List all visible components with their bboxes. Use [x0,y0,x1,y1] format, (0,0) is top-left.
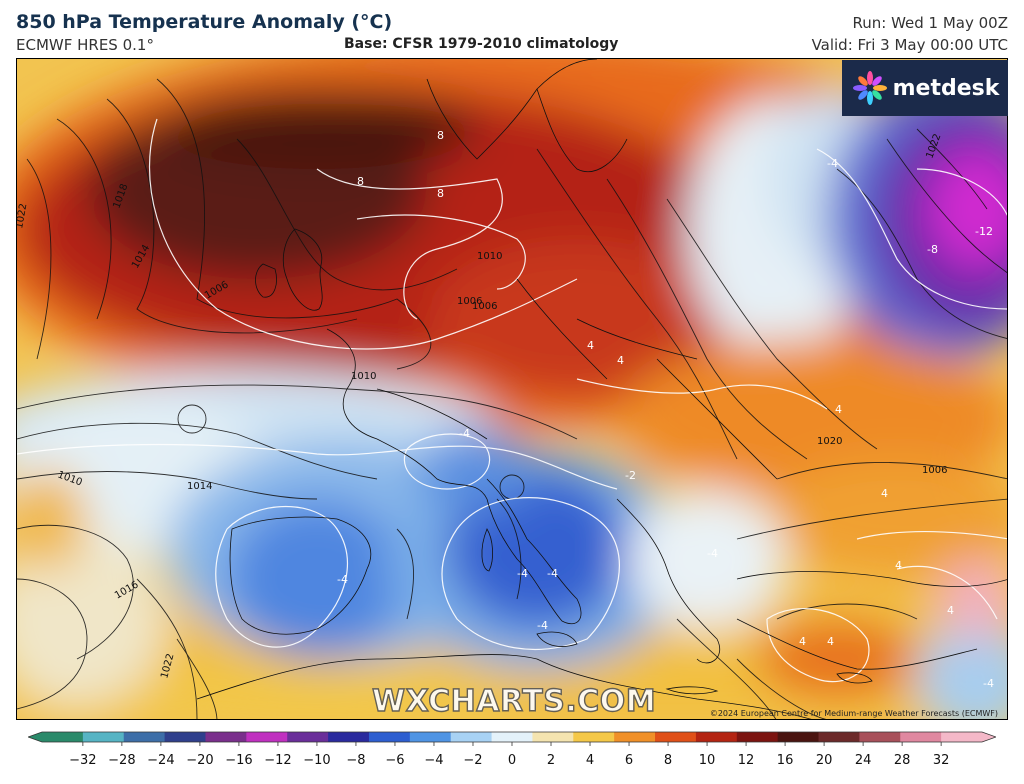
colorbar-tick-label: −20 [186,753,213,768]
colorbar-tick-label: −6 [385,753,404,768]
model-label: ECMWF HRES 0.1° [16,36,154,54]
colorbar-tick-label: 0 [508,753,516,768]
climatology-base-label: Base: CFSR 1979-2010 climatology [344,36,619,52]
colorbar-tick-label: −24 [147,753,174,768]
anomaly-map-svg: 1022 1018 1014 1006 1010 1010 1010 1014 … [17,59,1007,719]
colorbar-tick-label: 6 [625,753,633,768]
anomaly-label: 8 [437,129,444,142]
colorbar-bin [532,732,574,742]
colorbar-bin [82,732,125,742]
colorbar-bin [655,732,697,742]
colorbar-tick-label: 4 [586,753,594,768]
anomaly-label: 8 [437,187,444,200]
colorbar-bins [28,731,996,746]
anomaly-label-group: 8 8 8 -4 -4 -4 -4 -4 -4 -8 -12 4 4 4 4 4… [337,129,994,690]
anomaly-label: -4 [537,619,548,632]
anomaly-label: 4 [827,635,834,648]
colorbar-tick-label: 10 [699,753,716,768]
colorbar-tick-label: 32 [933,753,950,768]
colorbar-tick-label: 28 [894,753,911,768]
colorbar-bin [736,732,779,742]
chart-title: 850 hPa Temperature Anomaly (°C) [16,11,393,33]
wxcharts-watermark: WXCHARTS.COM [371,683,657,719]
colorbar-bin [900,732,942,742]
isobar-label: 1006 [922,465,947,476]
anomaly-label: -4 [337,573,348,586]
anomaly-color-field [17,59,1007,719]
colorbar-tick-label: −12 [264,753,291,768]
colorbar-bin [859,732,901,742]
colorbar-tick-label: −16 [225,753,252,768]
colorbar-tick-label: −8 [346,753,365,768]
anomaly-label: 4 [799,635,806,648]
colorbar-tick-label: 20 [816,753,833,768]
anomaly-label: 8 [357,175,364,188]
weather-map[interactable]: 1022 1018 1014 1006 1010 1010 1010 1014 … [16,58,1008,720]
colorbar-bin [328,732,370,742]
colorbar-outline [28,731,996,743]
anomaly-label: -4 [827,157,838,170]
colorbar-bin [123,732,166,742]
anomaly-label: -4 [517,567,528,580]
metdesk-logo: metdesk [842,60,1008,116]
colorbar: −32 −28 −24 −20 −16 −12 −10 −8 −6 −4 −2 0 2 4 6 8 10 12 16… [28,731,996,768]
colorbar-bin [573,732,615,742]
isobar-label: 1020 [817,436,842,447]
anomaly-label: 4 [835,403,842,416]
colorbar-bin [777,732,820,742]
isobar-label: 1014 [187,481,212,492]
colorbar-labels: −32 −28 −24 −20 −16 −12 −10 −8 −6 −4 −2 0 2 4 6 8 10 12 16… [69,753,949,768]
colorbar-bin [695,732,738,742]
colorbar-bin [287,732,329,742]
colorbar-bin [941,732,983,742]
anomaly-label: -2 [625,469,636,482]
colorbar-bin [491,732,534,742]
colorbar-bin [818,732,860,742]
colorbar-tick-label: −10 [303,753,330,768]
colorbar-tick-label: 12 [738,753,755,768]
isobar-label: 1006 [472,301,497,312]
colorbar-cap-right [982,732,996,742]
anomaly-label: -4 [459,427,470,440]
anomaly-label: 4 [947,604,954,617]
anomaly-label: -4 [707,547,718,560]
isobar-label: 1010 [351,371,376,382]
anomaly-label: 4 [881,487,888,500]
colorbar-bin [164,732,207,742]
colorbar-bin [246,732,288,742]
isobar-label: 1010 [477,251,502,262]
anomaly-label: 4 [587,339,594,352]
colorbar-tick-label: 8 [664,753,672,768]
anomaly-label: -4 [547,567,558,580]
isobar-label: 1006 [457,296,482,307]
anomaly-label: 4 [895,559,902,572]
anomaly-label: -8 [927,243,938,256]
colorbar-cap-left [28,732,42,742]
copyright-notice: ©2024 European Centre for Medium-range W… [709,709,998,718]
colorbar-bin [205,732,247,742]
colorbar-tick-label: 2 [547,753,555,768]
anomaly-label: -12 [975,225,993,238]
colorbar-tick-label: −28 [108,753,135,768]
colorbar-tick-label: −32 [69,753,96,768]
colorbar-tick-label: −2 [463,753,482,768]
anomaly-label: 4 [617,354,624,367]
colorbar-tick-label: 24 [855,753,872,768]
anomaly-label: -4 [983,677,994,690]
colorbar-bin [368,732,411,742]
flower-icon [852,71,887,105]
isobar-lines [17,78,1007,719]
colorbar-bin [450,732,493,742]
colorbar-bin [42,732,84,742]
run-time-label: Run: Wed 1 May 00Z [852,14,1008,32]
valid-time-label: Valid: Fri 3 May 00:00 UTC [811,36,1008,54]
coastlines [196,59,1007,719]
metdesk-logo-text: metdesk [892,75,1000,101]
colorbar-bin [614,732,656,742]
colorbar-tick-label: 16 [777,753,794,768]
colorbar-tick-label: −4 [424,753,443,768]
colorbar-bin [409,732,452,742]
